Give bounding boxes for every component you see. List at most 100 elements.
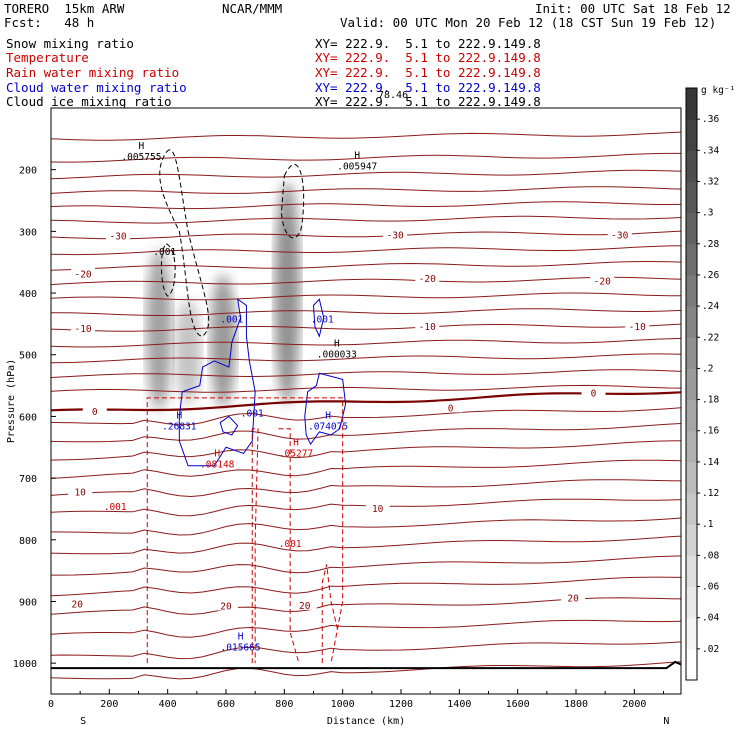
contour-label-5: .001 [104, 502, 127, 513]
y-tick-label-5: 700 [19, 474, 37, 485]
colorbar-label-8: .18 [702, 395, 719, 406]
x-axis-label: Distance (km) [327, 716, 405, 727]
snow-shading-layer [145, 182, 301, 411]
colorbar-cell-3 [686, 555, 697, 588]
colorbar: .02 .04 .06 .08 .1 .12 .14 .16 .18 .2 .22 .24 .26 .28… [685, 85, 735, 681]
isotherm-26 [51, 555, 682, 576]
temp-label-bg-8 [625, 319, 650, 331]
init-time: Init: 00 UTC Sat 18 Feb 12 [535, 1, 731, 16]
temp-label-0: -30 [109, 231, 126, 242]
colorbar-cell-8 [686, 399, 697, 432]
field-temperature-xy: XY= 222.9. 5.1 to 222.9.149.8 [315, 50, 541, 65]
cloudwater-contour-1 [219, 415, 239, 436]
x-tick-label-6: 1200 [389, 699, 413, 710]
temp-label-bg-7 [415, 319, 440, 331]
ice-contour-2 [160, 243, 176, 297]
model-title: TORERO 15km ARW [4, 1, 125, 16]
colorbar-unit: g kg⁻¹ [701, 85, 735, 96]
valid-time: Valid: 00 UTC Mon 20 Feb 12 (18 CST Sun … [340, 15, 717, 30]
snow-shade-2 [274, 182, 301, 405]
label-layer: -30 -30 -30 -20 -20 -20 -10 -10 -10 0 0 0 10 10 20 20 20… [65, 141, 650, 654]
center-title: NCAR/MMM [222, 1, 283, 16]
y-tick-label-3: 500 [19, 351, 37, 362]
colorbar-cell-11 [686, 306, 697, 338]
temp-label-bg-14 [65, 597, 90, 609]
mixing-ratio-contours [146, 149, 347, 664]
isotherm-28 [50, 597, 682, 615]
temp-label-bg-6 [71, 321, 96, 333]
isotherm-2 [50, 169, 682, 180]
field-cloudice-xy: XY= 222.9. 5.1 to 222.9.149.8 [315, 94, 541, 109]
temp-label-bg-16 [292, 598, 317, 610]
colorbar-cell-0 [686, 648, 697, 681]
axes-layer: 0 200 400 600 800 1000 1200 1400 1600 1800 2000200… [6, 107, 682, 727]
isotherm-14 [50, 353, 682, 364]
temp-label-2: -30 [611, 231, 628, 242]
isotherm-10 [50, 292, 681, 301]
colorbar-label-13: .28 [702, 239, 719, 250]
rain-contour-1 [251, 428, 259, 664]
temp-label-7: -10 [419, 322, 436, 333]
colorbar-cell-13 [686, 243, 697, 276]
temp-label-4: -20 [419, 274, 436, 285]
colorbar-cell-16 [686, 150, 697, 182]
extremum-h-3: H [176, 411, 182, 422]
temp-label-6: -10 [74, 324, 91, 335]
extremum-h-7: H [238, 632, 244, 643]
colorbar-cell-9 [686, 368, 697, 401]
temp-label-bg-13 [365, 501, 390, 513]
isotherm-16 [50, 384, 682, 393]
extremum-h-0: H [139, 141, 145, 152]
cloudwater-contour-3 [304, 372, 347, 446]
overlap-value: 78.46 [378, 90, 409, 101]
isotherm-8 [50, 260, 682, 271]
extremum-value-6: .05277 [279, 448, 313, 459]
isotherm-13 [50, 337, 682, 348]
extremum-value-5: .08148 [200, 459, 235, 470]
colorbar-label-9: .2 [702, 363, 713, 374]
colorbar-label-11: .24 [702, 301, 719, 312]
isotherm-5 [50, 215, 682, 224]
temp-label-5: -20 [594, 276, 611, 287]
isotherm-20 [50, 440, 682, 461]
colorbar-cell-14 [686, 212, 697, 245]
x-tick-label-10: 2000 [622, 699, 646, 710]
extremum-value-2: .000033 [317, 350, 357, 361]
rain-contour-2 [278, 428, 300, 664]
colorbar-label-10: .22 [702, 332, 719, 343]
isotherm-29 [50, 619, 682, 638]
field-snow-name: Snow mixing ratio [6, 36, 134, 51]
forecast-hour: Fcst: 48 h [4, 15, 95, 30]
ice-contour-0 [159, 149, 210, 337]
isotherm-layer [50, 131, 682, 680]
isotherm-6 [50, 230, 682, 240]
snow-shade-0 [145, 249, 172, 411]
colorbar-cell-15 [686, 181, 697, 214]
y-tick-label-1: 300 [19, 227, 37, 238]
temp-label-1: -30 [387, 231, 404, 242]
x-tick-label-3: 600 [217, 699, 235, 710]
colorbar-label-3: .08 [702, 550, 719, 561]
isotherm-4 [50, 201, 682, 210]
isotherm-12 [50, 323, 682, 332]
rain-contour-3 [321, 564, 339, 664]
y-tick-label-0: 200 [19, 166, 37, 177]
isotherm-25 [50, 535, 682, 555]
contour-label-0: .001 [153, 247, 176, 258]
field-cloudwater-name: Cloud water mixing ratio [6, 80, 187, 95]
contour-label-4: .001 [279, 539, 302, 550]
temp-label-17: 20 [567, 593, 579, 604]
contour-label-1: .001 [220, 315, 243, 326]
temp-label-bg-4 [415, 271, 440, 283]
colorbar-label-6: .14 [702, 457, 719, 468]
extremum-h-6: H [293, 437, 299, 448]
extremum-value-4: .074075 [308, 422, 348, 433]
x-tick-label-1: 200 [100, 699, 118, 710]
colorbar-cell-10 [686, 337, 697, 369]
isotherm-15 [50, 369, 682, 378]
extremum-h-5: H [214, 448, 220, 459]
rain-contour-0 [146, 397, 344, 664]
extremum-h-1: H [354, 150, 360, 161]
temp-label-3: -20 [74, 270, 91, 281]
